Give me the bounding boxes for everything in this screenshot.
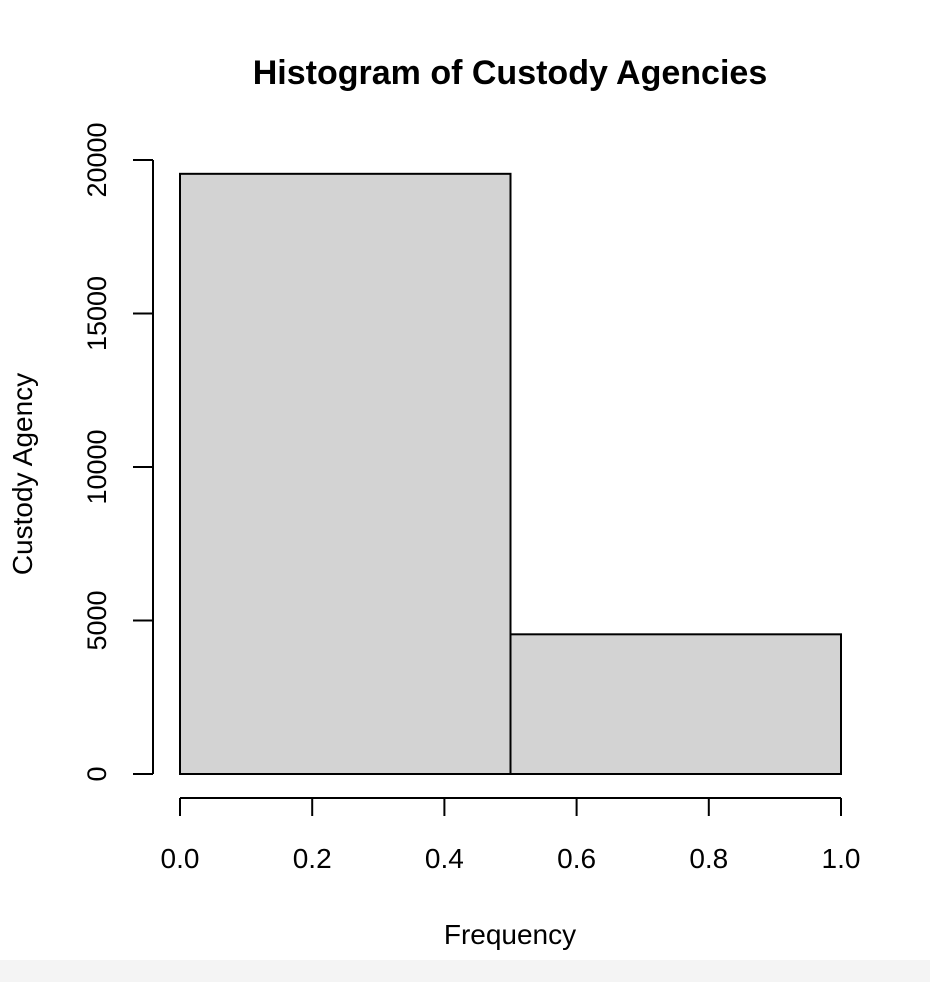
y-tick-label-4: 20000 [82,122,112,197]
y-axis: 0 5000 10000 15000 20000 [82,122,154,782]
x-axis: 0.0 0.2 0.4 0.6 0.8 1.0 [161,797,861,874]
histogram-bar-0 [179,172,512,775]
y-tick-label-3: 15000 [82,276,112,351]
x-tick-label-4: 0.8 [689,843,728,874]
x-tick-label-1: 0.2 [293,843,332,874]
window-bottom-strip [0,960,930,982]
y-tick-label-2: 10000 [82,429,112,504]
x-axis-label: Frequency [444,919,576,950]
histogram-bar-1 [509,633,842,775]
bars-group [179,172,842,775]
x-tick-label-0: 0.0 [161,843,200,874]
y-tick-label-1: 5000 [82,590,112,650]
chart-title: Histogram of Custody Agencies [253,54,767,92]
x-tick-label-5: 1.0 [822,843,861,874]
y-tick-label-0: 0 [82,766,112,781]
x-tick-label-2: 0.4 [425,843,464,874]
x-tick-label-3: 0.6 [557,843,596,874]
y-axis-label: Custody Agency [7,373,38,575]
